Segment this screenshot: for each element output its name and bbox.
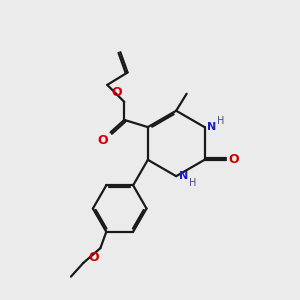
Text: H: H [189, 178, 196, 188]
Text: O: O [98, 134, 108, 147]
Text: H: H [217, 116, 224, 126]
Text: N: N [207, 122, 216, 132]
Text: O: O [88, 251, 99, 264]
Text: N: N [179, 171, 188, 181]
Text: O: O [228, 153, 239, 166]
Text: O: O [112, 86, 122, 99]
